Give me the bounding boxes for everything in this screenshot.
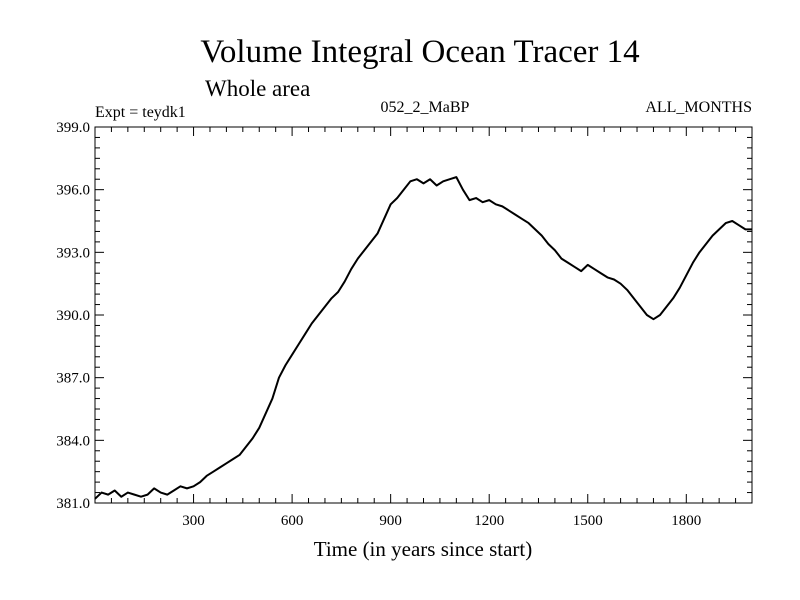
- chart-subtitle: Whole area: [205, 76, 310, 101]
- x-tick-label: 1800: [671, 513, 701, 529]
- x-axis-label: Time (in years since start): [314, 537, 533, 561]
- y-tick-label: 393.0: [56, 245, 90, 261]
- y-tick-label: 381.0: [56, 496, 90, 512]
- x-tick-labels: 300 600 900 1200 1500 1800: [182, 513, 701, 529]
- x-tick-label: 900: [379, 513, 402, 529]
- x-tick-label: 600: [281, 513, 304, 529]
- x-ticks: [110, 127, 737, 503]
- x-tick-label: 1200: [474, 513, 504, 529]
- expt-label: Expt = teydk1: [95, 104, 186, 121]
- y-tick-labels: 381.0 384.0 387.0 390.0 393.0 396.0 399.0: [56, 120, 90, 512]
- series-line: [94, 176, 752, 500]
- months-label: ALL_MONTHS: [645, 99, 752, 116]
- x-tick-label: 300: [182, 513, 205, 529]
- y-tick-label: 387.0: [56, 371, 90, 387]
- y-tick-label: 384.0: [56, 433, 90, 449]
- y-tick-label: 396.0: [56, 183, 90, 199]
- run-label: 052_2_MaBP: [381, 99, 470, 116]
- x-tick-label: 1500: [573, 513, 603, 529]
- chart-title: Volume Integral Ocean Tracer 14: [200, 34, 639, 70]
- y-tick-label: 390.0: [56, 308, 90, 324]
- y-tick-label: 399.0: [56, 120, 90, 136]
- y-ticks: [95, 126, 752, 504]
